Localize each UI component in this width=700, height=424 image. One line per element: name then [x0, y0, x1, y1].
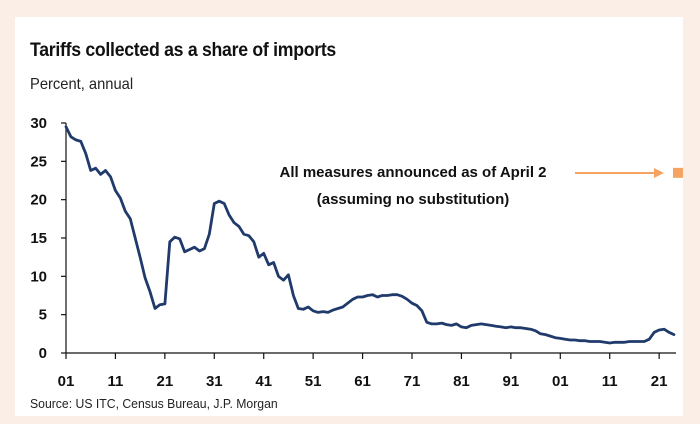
y-tick-label: 0: [39, 345, 47, 362]
chart-card: [15, 17, 683, 416]
x-tick-label: 11: [107, 373, 123, 390]
x-tick-label: 61: [354, 373, 371, 390]
x-tick-label: 11: [602, 373, 618, 390]
x-tick-label: 51: [305, 373, 322, 390]
chart-source: Source: US ITC, Census Bureau, J.P. Morg…: [30, 396, 278, 411]
x-tick-label: 01: [552, 373, 569, 390]
y-axis: 0 5 10 15 20 25 30: [30, 115, 67, 362]
y-tick-label: 25: [30, 153, 47, 170]
annotation-line1: All measures announced as of April 2: [279, 164, 546, 181]
annotation-line2: (assuming no substitution): [317, 191, 510, 208]
y-tick-label: 30: [30, 115, 47, 132]
x-tick-label: 81: [453, 373, 470, 390]
x-tick-label: 41: [255, 373, 272, 390]
x-tick-label: 71: [404, 373, 421, 390]
annotation: All measures announced as of April 2 (as…: [279, 164, 683, 208]
series-line: [64, 125, 676, 345]
april-2-marker: [672, 167, 683, 178]
chart-subtitle: Percent, annual: [30, 76, 134, 93]
y-tick-label: 10: [30, 268, 47, 285]
x-tick-label: 01: [58, 373, 75, 390]
x-tick-label: 91: [503, 373, 520, 390]
x-tick-label: 21: [157, 373, 174, 390]
x-tick-label: 31: [206, 373, 223, 390]
chart-title: Tariffs collected as a share of imports: [30, 40, 336, 61]
y-tick-label: 15: [30, 230, 47, 247]
x-tick-label: 21: [651, 373, 668, 390]
x-axis: 01 11 21 31 41 51 61 71 81 91 01 11 21: [58, 352, 676, 390]
plot-area: [64, 125, 676, 345]
y-tick-label: 20: [30, 192, 47, 209]
arrow-head: [653, 168, 664, 178]
y-tick-label: 5: [39, 307, 47, 324]
